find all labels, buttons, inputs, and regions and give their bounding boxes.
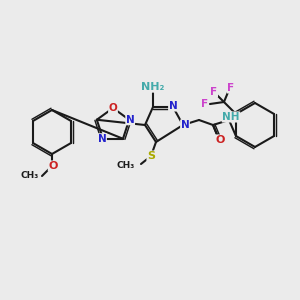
Text: NH: NH (222, 112, 240, 122)
Text: CH₃: CH₃ (117, 161, 135, 170)
Text: S: S (147, 151, 155, 161)
Text: F: F (201, 99, 208, 109)
Text: O: O (215, 135, 225, 145)
Text: N: N (126, 115, 134, 125)
Text: N: N (98, 134, 106, 144)
Text: N: N (181, 120, 189, 130)
Text: CH₃: CH₃ (21, 172, 39, 181)
Text: F: F (210, 87, 218, 97)
Text: N: N (169, 101, 177, 111)
Text: O: O (109, 103, 117, 113)
Text: F: F (227, 83, 235, 93)
Text: O: O (48, 161, 58, 171)
Text: NH₂: NH₂ (141, 82, 165, 92)
